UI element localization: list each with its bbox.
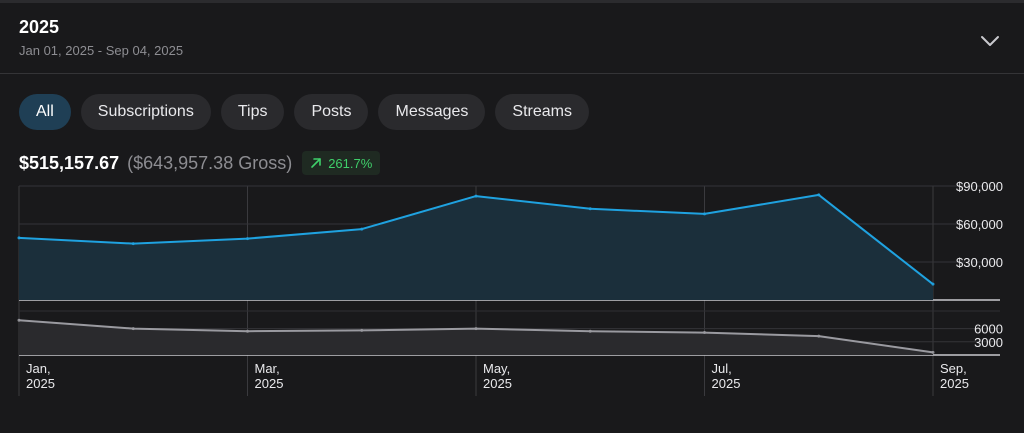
- data-point: [474, 327, 478, 331]
- data-point: [931, 350, 935, 354]
- data-point: [817, 193, 821, 197]
- x-tick-year: 2025: [26, 376, 55, 391]
- x-tick-month: Mar,: [255, 361, 280, 376]
- x-tick-month: May,: [483, 361, 510, 376]
- data-point: [817, 334, 821, 338]
- data-point: [246, 237, 249, 241]
- earnings-chart: $90,000$60,000$30,00060003000Jan,2025Mar…: [17, 180, 1003, 396]
- data-point: [246, 329, 249, 333]
- data-point: [131, 327, 135, 331]
- series-area: [19, 194, 933, 300]
- y-tick-label: $60,000: [956, 217, 1003, 232]
- x-tick-year: 2025: [255, 376, 284, 391]
- change-percent: 261.7%: [328, 155, 373, 171]
- tab-posts[interactable]: Posts: [294, 94, 369, 130]
- data-point: [703, 331, 706, 335]
- data-point: [360, 227, 364, 231]
- arrow-up-right-icon: [311, 158, 322, 168]
- gross-amount: ($643,957.38 Gross): [127, 152, 293, 173]
- x-tick-month: Jan,: [26, 361, 51, 376]
- data-point: [588, 207, 592, 211]
- tab-tips[interactable]: Tips: [220, 94, 285, 130]
- data-point: [588, 329, 592, 333]
- series-area: [19, 320, 933, 355]
- tab-subscriptions[interactable]: Subscriptions: [80, 94, 211, 130]
- data-point: [17, 318, 21, 322]
- category-tabs: All Subscriptions Tips Posts Messages St…: [19, 94, 589, 130]
- y-tick-label: 3000: [974, 335, 1003, 350]
- period-title: 2025: [19, 17, 60, 37]
- tab-streams[interactable]: Streams: [495, 94, 589, 130]
- data-point: [474, 194, 478, 198]
- data-point: [17, 236, 21, 240]
- top-edge: [0, 0, 1024, 3]
- earnings-summary: $515,157.67 ($643,957.38 Gross) 261.7%: [19, 150, 381, 176]
- x-tick-year: 2025: [940, 376, 969, 391]
- data-point: [931, 282, 935, 286]
- x-tick-year: 2025: [483, 376, 512, 391]
- chevron-down-icon[interactable]: [977, 28, 1003, 54]
- data-point: [131, 242, 135, 246]
- data-point: [703, 212, 706, 216]
- tab-all[interactable]: All: [19, 94, 71, 130]
- x-tick-year: 2025: [712, 376, 741, 391]
- y-tick-label: $30,000: [956, 255, 1003, 270]
- y-tick-label: 6000: [974, 322, 1003, 337]
- change-badge: 261.7%: [302, 151, 381, 175]
- tab-messages[interactable]: Messages: [378, 94, 486, 130]
- date-range: Jan 01, 2025 - Sep 04, 2025: [19, 43, 184, 58]
- net-amount: $515,157.67: [19, 152, 120, 173]
- x-tick-month: Sep,: [940, 361, 967, 376]
- data-point: [360, 328, 364, 332]
- period-header[interactable]: 2025 Jan 01, 2025 - Sep 04, 2025: [0, 3, 1024, 74]
- x-tick-month: Jul,: [712, 361, 732, 376]
- y-tick-label: $90,000: [956, 180, 1003, 194]
